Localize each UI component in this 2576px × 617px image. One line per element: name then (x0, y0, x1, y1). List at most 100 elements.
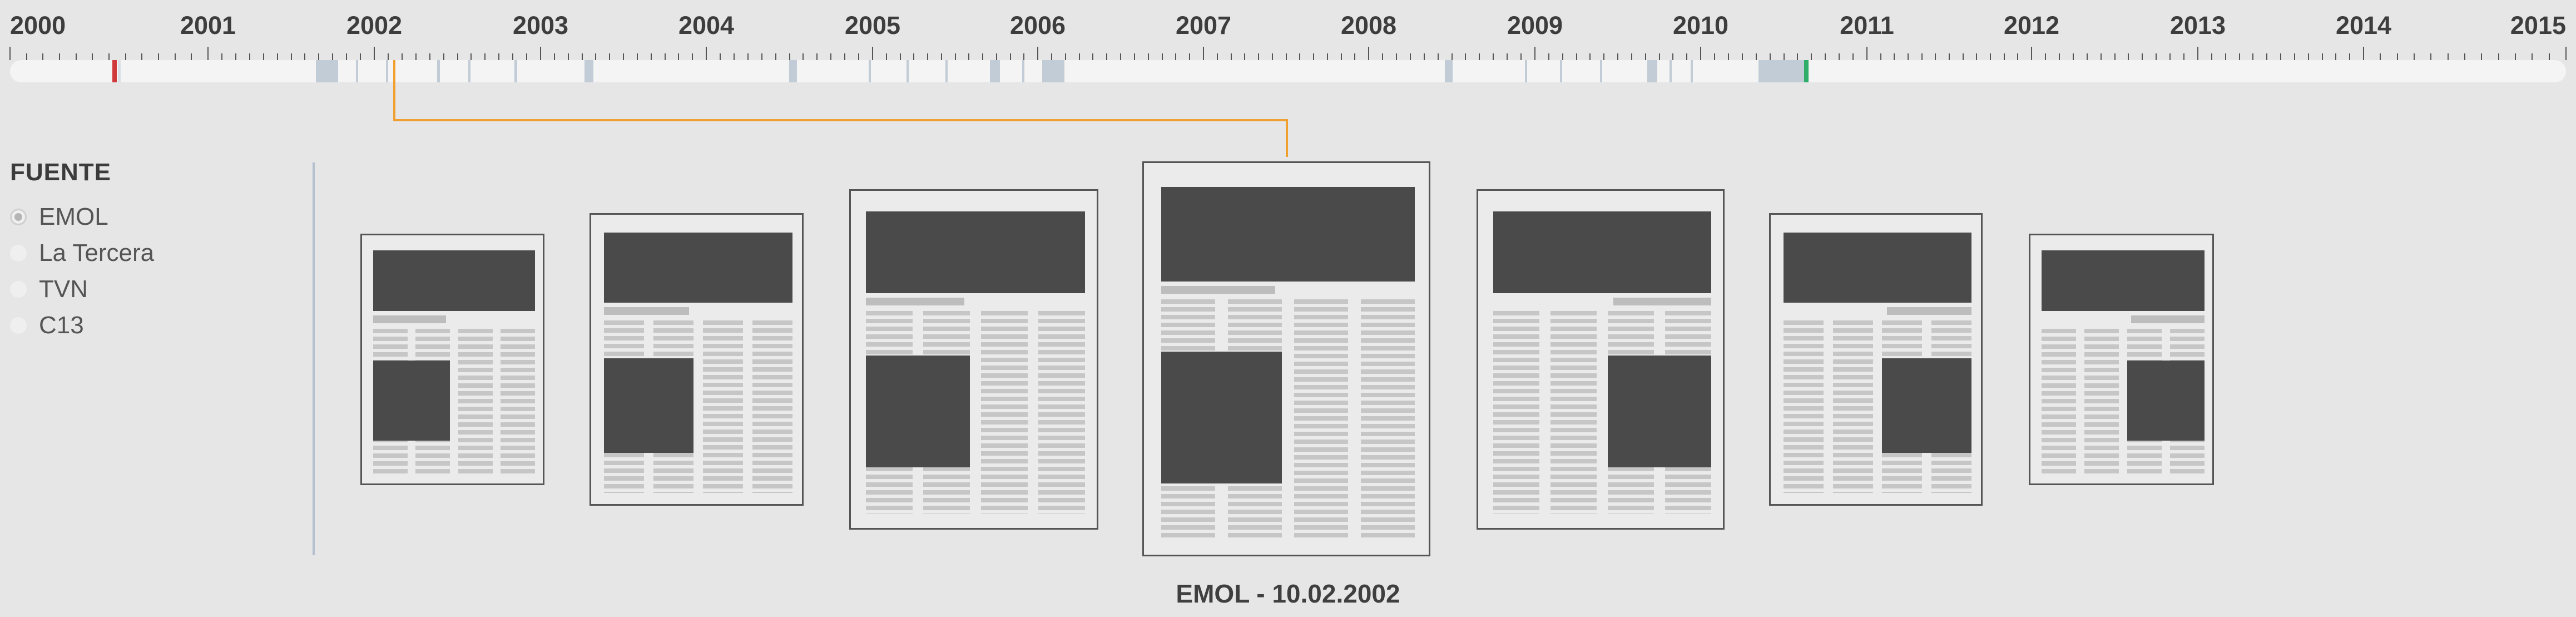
timeline-marker[interactable] (1758, 60, 1806, 82)
headline-image-placeholder (1161, 186, 1415, 282)
month-tick (1742, 53, 1743, 60)
month-tick (2335, 53, 2336, 60)
month-tick (996, 53, 997, 60)
page-thumbnail[interactable] (849, 189, 1098, 530)
timeline-marker[interactable] (468, 60, 470, 82)
month-tick (125, 53, 126, 60)
month-tick (498, 53, 499, 60)
timeline-marker[interactable] (112, 60, 117, 82)
timeline-marker[interactable] (514, 60, 517, 82)
month-tick (1341, 53, 1342, 60)
month-tick (2225, 53, 2226, 60)
month-tick (2322, 53, 2323, 60)
page-thumbnail[interactable] (1477, 189, 1725, 530)
month-tick (59, 53, 60, 60)
year-label-2007: 2007 (1175, 11, 1232, 40)
year-tick (9, 47, 11, 60)
month-tick (1382, 53, 1383, 60)
timeline-marker[interactable] (118, 60, 121, 82)
page-thumbnail[interactable] (360, 234, 544, 485)
source-option-la-tercera[interactable]: La Tercera (10, 235, 310, 271)
timeline-marker[interactable] (990, 60, 1000, 82)
timeline-marker[interactable] (1042, 60, 1064, 82)
month-tick (175, 53, 176, 60)
timeline-marker[interactable] (1647, 60, 1657, 82)
source-option-c13[interactable]: C13 (10, 307, 310, 343)
timeline-track[interactable] (10, 60, 2566, 82)
timeline-marker[interactable] (1691, 60, 1693, 82)
timeline-marker[interactable] (1022, 60, 1024, 82)
month-tick (1079, 53, 1080, 60)
page-thumbnail[interactable] (1769, 213, 1983, 506)
timeline-marker[interactable] (945, 60, 948, 82)
month-tick (2004, 53, 2005, 60)
month-tick (1825, 53, 1826, 60)
month-tick (2294, 53, 2295, 60)
month-tick (2532, 53, 2533, 60)
year-tick (207, 47, 209, 60)
radio-icon[interactable] (10, 244, 27, 261)
timeline-marker[interactable] (869, 60, 871, 82)
timeline-marker[interactable] (1600, 60, 1602, 82)
month-tick (2252, 53, 2253, 60)
month-tick (2114, 53, 2116, 60)
page-thumbnail-selected[interactable] (1142, 161, 1430, 556)
article-image-placeholder (1607, 356, 1712, 468)
month-tick (1797, 53, 1798, 60)
year-tick (2031, 47, 2032, 60)
month-tick (2211, 53, 2212, 60)
month-tick (191, 53, 192, 60)
timeline-marker[interactable] (1445, 60, 1453, 82)
timeline-marker[interactable] (437, 60, 440, 82)
text-column-placeholder (1294, 299, 1349, 539)
month-tick (568, 53, 569, 60)
radio-icon[interactable] (10, 317, 27, 334)
text-column-placeholder (980, 310, 1028, 515)
timeline-marker[interactable] (1670, 60, 1672, 82)
timeline-marker[interactable] (584, 60, 593, 82)
month-tick (692, 53, 693, 60)
timeline-marker[interactable] (789, 60, 797, 82)
page-thumbnail[interactable] (589, 213, 804, 506)
timeline-marker[interactable] (1525, 60, 1527, 82)
headline-image-placeholder (1784, 232, 1971, 303)
month-tick (2430, 53, 2431, 60)
month-tick (1562, 53, 1563, 60)
source-sidebar: FUENTE EMOL La Tercera TVN C13 (10, 159, 310, 343)
timeline-marker[interactable] (1804, 60, 1809, 82)
month-tick (1645, 53, 1646, 60)
month-tick (886, 53, 887, 60)
timeline-marker[interactable] (906, 60, 909, 82)
year-tick (1037, 47, 1038, 60)
month-tick (1659, 53, 1660, 60)
month-tick (1728, 53, 1729, 60)
month-tick (360, 53, 361, 60)
month-tick (277, 53, 278, 60)
month-tick (76, 53, 77, 60)
timeline-marker[interactable] (386, 60, 388, 82)
source-option-emol[interactable]: EMOL (10, 199, 310, 235)
month-tick (1244, 53, 1245, 60)
article-image-placeholder (373, 361, 450, 441)
year-label-2010: 2010 (1672, 11, 1729, 40)
month-tick (1424, 53, 1425, 60)
month-tick (1589, 53, 1591, 60)
month-tick (2397, 53, 2398, 60)
timeline-marker[interactable] (356, 60, 358, 82)
month-tick (1631, 53, 1632, 60)
headline-image-placeholder (2041, 250, 2205, 311)
radio-icon[interactable] (10, 280, 27, 298)
month-tick (388, 53, 389, 60)
text-column-placeholder (1832, 320, 1873, 493)
month-tick (1023, 53, 1024, 60)
month-tick (678, 53, 679, 60)
source-option-tvn[interactable]: TVN (10, 271, 310, 307)
month-tick (2280, 53, 2281, 60)
timeline-marker[interactable] (1560, 60, 1562, 82)
month-tick (1880, 53, 1881, 60)
text-column-placeholder (702, 320, 743, 493)
radio-selected-icon[interactable] (10, 208, 27, 225)
month-tick (1990, 53, 1991, 60)
page-thumbnail[interactable] (2029, 234, 2214, 485)
timeline-marker[interactable] (316, 60, 338, 82)
